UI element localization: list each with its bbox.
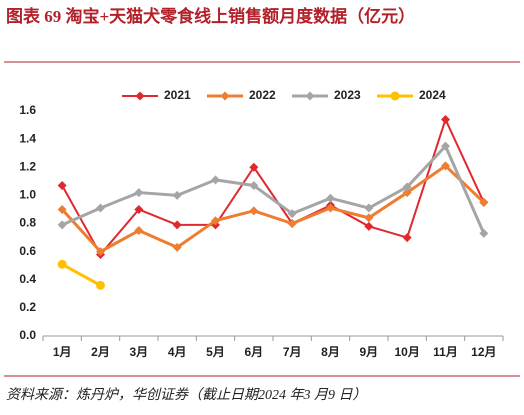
- legend-marker: [220, 91, 230, 101]
- x-tick-label: 9月: [359, 345, 378, 359]
- data-point: [249, 162, 259, 172]
- chart-title: 图表 69 淘宝+天猫犬零食线上销售额月度数据（亿元）: [6, 7, 416, 26]
- y-tick-label: 1.0: [19, 188, 36, 202]
- data-point: [249, 181, 259, 191]
- data-point: [211, 175, 220, 185]
- data-point: [402, 182, 412, 192]
- data-point: [287, 219, 297, 228]
- legend-label: 2021: [164, 88, 191, 102]
- legend-marker: [135, 91, 145, 101]
- y-tick-label: 0.0: [19, 328, 36, 342]
- x-tick-label: 7月: [283, 345, 302, 359]
- x-tick-label: 11月: [433, 345, 458, 359]
- data-point: [211, 216, 220, 226]
- legend-label: 2022: [249, 88, 276, 102]
- data-point: [402, 233, 412, 243]
- data-point: [364, 203, 374, 213]
- data-point: [402, 188, 412, 198]
- series-line: [61, 144, 486, 234]
- data-point: [364, 213, 374, 223]
- x-tick-label: 1月: [53, 345, 72, 359]
- data-point: [96, 203, 105, 213]
- data-point: [57, 220, 67, 230]
- series-line: [61, 118, 485, 256]
- data-point: [441, 141, 450, 151]
- data-point: [172, 190, 182, 200]
- y-tick-label: 0.8: [19, 216, 36, 230]
- data-point: [96, 247, 105, 257]
- y-tick-label: 1.4: [19, 131, 36, 145]
- legend-label: 2023: [334, 88, 361, 102]
- series-line: [61, 262, 102, 287]
- data-point: [479, 228, 489, 238]
- x-tick-label: 6月: [244, 345, 263, 359]
- y-tick-label: 1.6: [19, 103, 36, 117]
- data-point: [364, 221, 374, 231]
- x-tick-label: 10月: [394, 345, 419, 359]
- data-point: [172, 220, 182, 230]
- data-point: [249, 206, 259, 216]
- data-point: [287, 209, 297, 219]
- data-point: [57, 204, 67, 214]
- x-tick-label: 12月: [471, 345, 496, 359]
- data-point: [326, 193, 335, 203]
- legend-marker: [390, 91, 400, 101]
- legend-marker: [305, 91, 315, 101]
- y-tick-label: 0.6: [19, 244, 36, 258]
- x-tick-label: 4月: [168, 345, 187, 359]
- source-note: 资料来源：炼丹炉，华创证券（截止日期2024 年3 月9 日）: [6, 388, 367, 403]
- data-point: [326, 203, 335, 213]
- data-point: [479, 197, 489, 207]
- x-tick-label: 2月: [91, 345, 110, 359]
- y-tick-label: 0.2: [19, 300, 36, 314]
- data-point: [57, 181, 67, 191]
- data-point: [96, 280, 105, 290]
- series-line: [61, 164, 485, 254]
- legend-label: 2024: [419, 88, 446, 102]
- data-point: [134, 204, 144, 214]
- x-tick-label: 5月: [206, 345, 225, 359]
- data-point: [57, 259, 67, 269]
- data-point: [134, 188, 144, 198]
- x-tick-label: 8月: [321, 345, 340, 359]
- data-point: [172, 242, 182, 252]
- x-tick-label: 3月: [129, 345, 148, 359]
- y-tick-label: 1.2: [19, 159, 36, 173]
- y-tick-label: 0.4: [19, 272, 36, 286]
- data-point: [441, 114, 450, 124]
- data-point: [134, 226, 144, 236]
- data-point: [441, 161, 450, 171]
